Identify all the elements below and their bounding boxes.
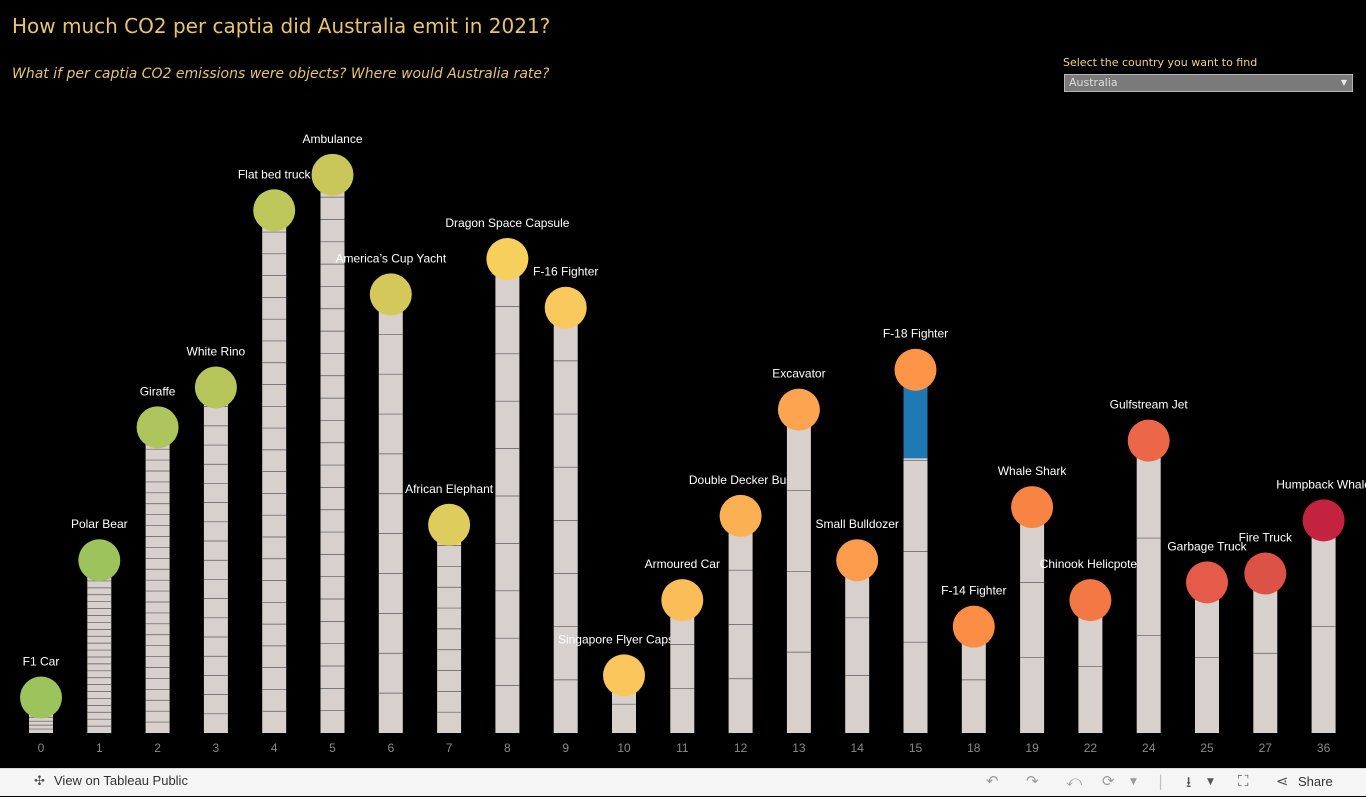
page-subtitle: What if per captia CO2 emissions were ob… xyxy=(12,66,550,82)
x-tick-0: 0 xyxy=(38,741,45,755)
x-tick-14: 14 xyxy=(851,741,865,755)
x-tick-1: 1 xyxy=(96,741,103,755)
marker-3[interactable] xyxy=(194,366,237,409)
marker-14[interactable] xyxy=(836,539,879,582)
marker-8[interactable] xyxy=(486,237,529,280)
fullscreen-icon[interactable]: ⛶ xyxy=(1238,772,1249,790)
refresh-menu-chevron-icon[interactable]: ▼ xyxy=(1130,777,1137,787)
stem-19[interactable] xyxy=(1020,507,1045,733)
toolbar-divider: | xyxy=(1158,772,1164,790)
download-icon[interactable]: ⭳ xyxy=(1186,773,1192,791)
country-filter-value: Australia xyxy=(1069,76,1118,89)
stem-1[interactable] xyxy=(87,560,112,733)
x-tick-2: 2 xyxy=(154,741,161,755)
data-label-15: F-18 Fighter xyxy=(883,327,948,341)
marker-24[interactable] xyxy=(1127,419,1170,462)
marker-25[interactable] xyxy=(1186,561,1228,604)
view-on-tableau-label: View on Tableau Public xyxy=(54,773,188,788)
marker-27[interactable] xyxy=(1244,552,1287,595)
marker-7[interactable] xyxy=(428,503,471,546)
tableau-logo-icon: ✣ xyxy=(34,773,45,788)
x-tick-3: 3 xyxy=(213,741,220,755)
x-tick-24: 24 xyxy=(1142,741,1156,755)
marker-15[interactable] xyxy=(894,348,937,391)
undo-icon[interactable]: ↶ xyxy=(986,772,999,790)
download-menu-chevron-icon[interactable]: ▼ xyxy=(1207,777,1214,787)
x-tick-22: 22 xyxy=(1084,741,1098,755)
x-tick-18: 18 xyxy=(967,741,981,755)
stem-5[interactable] xyxy=(320,174,345,733)
data-label-22: Chinook Helicpoter xyxy=(1040,557,1141,571)
revert-icon[interactable]: ⤺ xyxy=(1066,772,1083,790)
x-tick-19: 19 xyxy=(1025,741,1039,755)
stem-6[interactable] xyxy=(378,294,403,733)
x-tick-11: 11 xyxy=(676,741,689,755)
chevron-down-icon: ▼ xyxy=(1340,78,1347,87)
stem-24[interactable] xyxy=(1136,440,1161,733)
data-label-14: Small Bulldozer xyxy=(816,517,899,531)
marker-19[interactable] xyxy=(1011,486,1054,529)
x-tick-9: 9 xyxy=(562,741,569,755)
x-tick-12: 12 xyxy=(734,741,748,755)
data-label-9: F-16 Fighter xyxy=(533,265,598,279)
tableau-toolbar: ✣ View on Tableau Public ↶ ↷ ⤺ ⟳ ▼ | ⭳ ▼ … xyxy=(0,768,1366,796)
marker-36[interactable] xyxy=(1302,499,1345,542)
x-tick-6: 6 xyxy=(387,741,394,755)
data-label-4: Flat bed truck xyxy=(238,167,312,181)
marker-6[interactable] xyxy=(369,273,412,316)
data-label-25: Garbage Truck xyxy=(1167,539,1247,553)
data-label-13: Excavator xyxy=(772,367,825,381)
x-tick-15: 15 xyxy=(909,741,923,755)
x-tick-5: 5 xyxy=(329,741,336,755)
x-tick-27: 27 xyxy=(1259,741,1273,755)
data-label-36: Humpback Whale xyxy=(1276,477,1366,491)
marker-12[interactable] xyxy=(719,494,762,537)
data-label-7: African Elephant xyxy=(405,482,494,496)
marker-13[interactable] xyxy=(777,388,820,431)
marker-22[interactable] xyxy=(1069,579,1112,622)
x-tick-10: 10 xyxy=(617,741,631,755)
x-tick-4: 4 xyxy=(271,741,278,755)
data-label-6: America’s Cup Yacht xyxy=(335,251,446,265)
x-tick-25: 25 xyxy=(1200,741,1214,755)
x-tick-13: 13 xyxy=(792,741,806,755)
marker-18[interactable] xyxy=(952,605,995,648)
country-filter-dropdown[interactable]: Australia ▼ xyxy=(1064,74,1353,92)
data-label-1: Polar Bear xyxy=(71,517,128,531)
marker-1[interactable] xyxy=(78,539,121,582)
redo-icon[interactable]: ↷ xyxy=(1026,772,1039,790)
x-tick-7: 7 xyxy=(446,741,453,755)
data-label-18: F-14 Fighter xyxy=(941,584,1006,598)
data-label-0: F1 Car xyxy=(23,655,60,669)
share-icon[interactable]: ⋖ xyxy=(1276,772,1289,790)
data-label-5: Ambulance xyxy=(302,132,362,146)
data-label-12: Double Decker Bus xyxy=(689,473,792,487)
share-button[interactable]: Share xyxy=(1298,774,1333,789)
refresh-icon[interactable]: ⟳ xyxy=(1102,772,1115,790)
marker-11[interactable] xyxy=(661,579,704,622)
x-tick-8: 8 xyxy=(504,741,511,755)
data-label-27: Fire Truck xyxy=(1239,531,1293,545)
stem-14[interactable] xyxy=(845,560,870,733)
data-label-24: Gulfstream Jet xyxy=(1110,398,1189,412)
data-label-10: Singapore Flyer Capsule xyxy=(558,632,690,646)
marker-10[interactable] xyxy=(603,654,645,697)
marker-2[interactable] xyxy=(136,406,179,449)
data-label-8: Dragon Space Capsule xyxy=(445,216,569,230)
data-label-3: White Rino xyxy=(187,344,246,358)
view-on-tableau-link[interactable]: ✣ View on Tableau Public xyxy=(34,773,188,789)
marker-0[interactable] xyxy=(20,676,62,719)
marker-9[interactable] xyxy=(544,286,587,329)
lollipop-chart: F1 Car 0 Polar Bear 1 Giraffe 2 White Rino 3 Fla… xyxy=(20,132,1366,755)
data-label-11: Armoured Car xyxy=(645,557,720,571)
marker-4[interactable] xyxy=(253,189,296,232)
marker-5[interactable] xyxy=(311,153,354,196)
country-filter-label: Select the country you want to find xyxy=(1063,56,1258,69)
x-tick-36: 36 xyxy=(1317,741,1331,755)
page-title: How much CO2 per captia did Australia em… xyxy=(12,14,551,38)
data-label-2: Giraffe xyxy=(140,384,176,398)
stem-11[interactable] xyxy=(670,600,695,733)
data-label-19: Whale Shark xyxy=(998,464,1068,478)
